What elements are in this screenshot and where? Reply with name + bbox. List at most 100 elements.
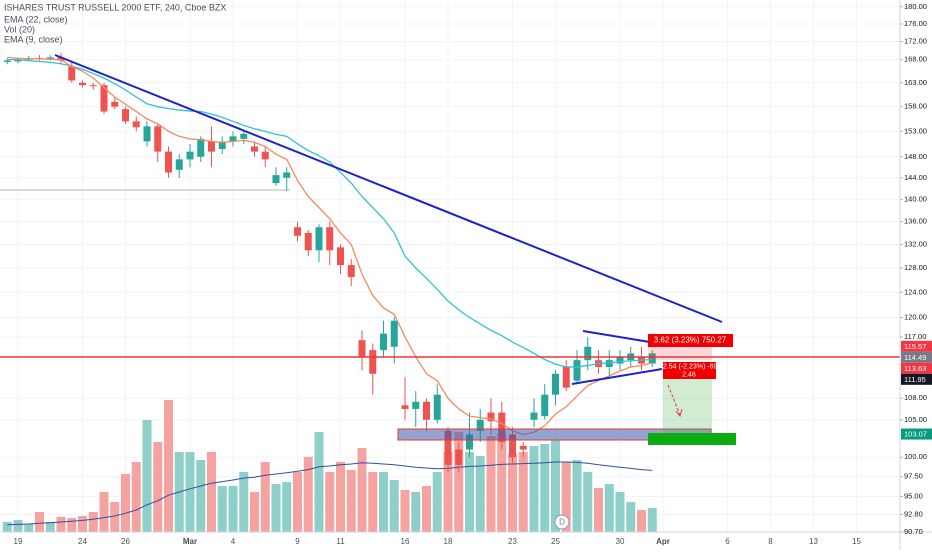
candle-body	[57, 57, 65, 61]
candle-body	[390, 320, 398, 347]
volume-bar	[56, 516, 66, 532]
y-tick-label: 140.00	[904, 194, 927, 203]
candle-body	[498, 412, 506, 443]
dividend-label: D	[559, 518, 565, 527]
candle-body	[530, 412, 538, 420]
candle-body	[304, 232, 312, 251]
volume-bar	[207, 452, 216, 532]
y-tick-label: 168.00	[904, 55, 927, 64]
candle-body	[412, 401, 420, 409]
volume-bar	[2, 522, 12, 532]
volume-pane	[2, 400, 657, 532]
x-tick-label: 11	[336, 537, 345, 546]
candle-body	[272, 175, 280, 184]
volume-bar	[443, 452, 453, 532]
volume-bar	[314, 432, 324, 532]
candle-body	[197, 138, 205, 157]
volume-bar	[583, 472, 593, 532]
price-label-box	[901, 373, 932, 385]
candle-body	[111, 101, 119, 107]
short-label-box	[663, 362, 716, 379]
y-tick-label: 128.00	[904, 263, 927, 272]
legend-ema22: EMA (22, close)	[4, 14, 68, 24]
volume-bar	[325, 472, 335, 532]
candle-body	[358, 340, 366, 357]
candle-body	[487, 412, 495, 422]
axis-labels: 180.00176.00172.00168.00163.00158.00153.…	[14, 2, 932, 546]
y-tick-label: 132.00	[904, 239, 927, 248]
volume-bar	[67, 518, 77, 532]
ema-line	[7, 56, 653, 436]
volume-bar	[615, 492, 625, 532]
volume-bar	[239, 472, 249, 532]
y-tick-label: 176.00	[904, 19, 927, 28]
y-tick-label: 108.00	[904, 393, 927, 402]
candle-body	[519, 445, 527, 450]
legend: ISHARES TRUST RUSSELL 2000 ETF, 240, Cbo…	[4, 2, 226, 44]
volume-bar	[153, 442, 163, 532]
price-label: 114.49	[904, 353, 926, 362]
x-tick-label: 19	[14, 537, 23, 546]
volume-bar	[121, 474, 130, 532]
x-tick-label: 9	[295, 537, 300, 546]
volume-bar	[626, 502, 636, 532]
candle-body	[562, 366, 570, 388]
volume-bar	[293, 472, 302, 532]
y-tick-label: 163.00	[904, 78, 927, 87]
y-tick-label: 95.00	[904, 491, 923, 500]
volume-bar	[637, 510, 646, 532]
y-tick-label: 153.00	[904, 126, 927, 135]
x-tick-label: 15	[852, 537, 861, 546]
dividend-marker	[554, 514, 570, 530]
x-tick-label: 24	[78, 537, 87, 546]
trend-line	[54, 54, 723, 323]
volume-bar	[529, 446, 539, 532]
candle-body	[186, 151, 194, 160]
y-tick-label: 158.00	[904, 102, 927, 111]
volume-bar	[572, 460, 582, 532]
volume-bar	[24, 524, 34, 532]
volume-bar	[217, 486, 227, 532]
volume-bar	[260, 462, 270, 532]
candle-body	[218, 141, 226, 150]
volume-bar	[561, 462, 571, 532]
candle-body	[433, 394, 441, 420]
candle-body	[154, 126, 162, 152]
candle-body	[79, 82, 86, 86]
volume-bar	[486, 436, 496, 532]
y-tick-label: 105.00	[904, 415, 927, 424]
candle-body	[229, 136, 237, 142]
candle-body	[132, 121, 140, 128]
volume-bar	[45, 522, 55, 532]
volume-bar	[131, 462, 141, 532]
candle-body	[294, 227, 301, 236]
x-tick-label: Mar	[183, 537, 197, 546]
candle-body	[584, 346, 592, 361]
candle-body	[573, 360, 581, 381]
volume-bar	[303, 456, 313, 532]
volume-bar	[508, 454, 517, 532]
volume-bar	[368, 472, 378, 532]
x-tick-label: 26	[121, 537, 130, 546]
candle-body	[423, 401, 430, 420]
candle-body	[251, 146, 258, 152]
x-tick-label: 6	[725, 537, 730, 546]
short-label: -2.54 (-2.23%) -69	[661, 363, 718, 370]
volume-bar	[250, 492, 259, 532]
candle-body	[509, 434, 516, 458]
candle-body	[208, 141, 215, 152]
volume-bar	[465, 452, 474, 532]
x-tick-label: 23	[508, 537, 517, 546]
candle-body	[401, 405, 409, 409]
legend-ema9: EMA (9, close)	[4, 34, 63, 44]
candle-body	[455, 449, 463, 465]
candle-body	[46, 57, 54, 59]
candle-body	[444, 430, 452, 465]
candle-body	[648, 353, 656, 364]
volume-bar	[540, 444, 550, 532]
stop-zone	[648, 345, 712, 360]
volume-ma	[7, 461, 653, 526]
y-tick-label: 117.00	[904, 332, 926, 341]
volume-bar	[196, 460, 206, 532]
candle-body	[552, 373, 559, 395]
